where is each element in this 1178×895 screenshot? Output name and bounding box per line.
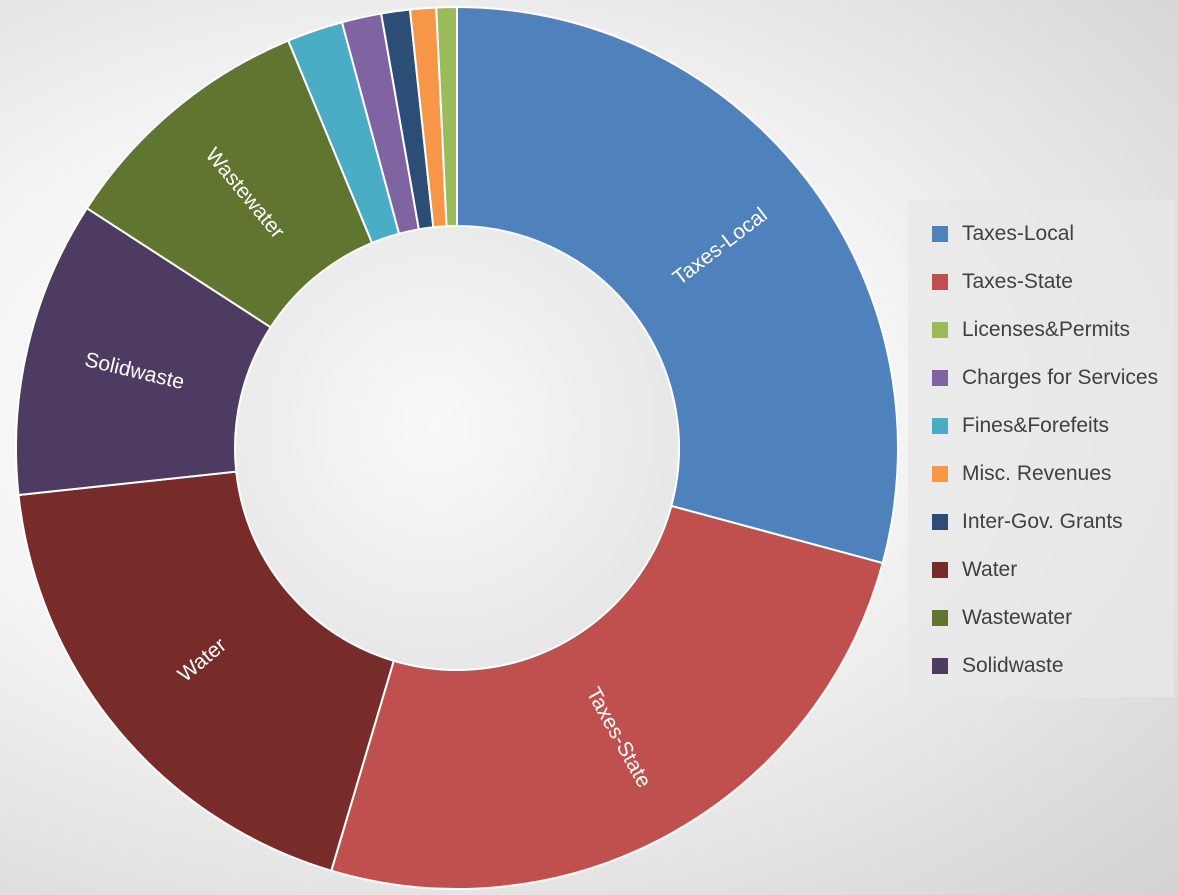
donut-slices	[15, 5, 899, 890]
legend-item-wastewater: Wastewater	[932, 594, 1174, 642]
legend-item-solidwaste: Solidwaste	[932, 642, 1174, 690]
legend-item-fines-forefeits: Fines&Forefeits	[932, 402, 1174, 450]
legend-label: Taxes-Local	[962, 222, 1075, 245]
legend-label: Water	[962, 558, 1018, 581]
legend-item-taxes-local: Taxes-Local	[932, 210, 1174, 258]
slice-taxes-state	[330, 504, 884, 890]
legend-label: Charges for Services	[962, 366, 1159, 389]
legend-swatch	[932, 514, 948, 530]
legend-swatch	[932, 562, 948, 578]
legend-item-misc-revenues: Misc. Revenues	[932, 450, 1174, 498]
legend-label: Licenses&Permits	[962, 318, 1131, 341]
legend-label: Inter-Gov. Grants	[962, 510, 1123, 533]
legend-swatch	[932, 322, 948, 338]
legend-swatch	[932, 274, 948, 290]
legend-label: Fines&Forefeits	[962, 414, 1110, 437]
legend-label: Misc. Revenues	[962, 462, 1112, 485]
legend-item-taxes-state: Taxes-State	[932, 258, 1174, 306]
slice-water	[17, 470, 395, 872]
slice-solidwaste	[15, 206, 273, 497]
legend-swatch	[932, 370, 948, 386]
legend-swatch	[932, 610, 948, 626]
slice-licenses-permits	[435, 5, 458, 228]
donut-hole	[236, 227, 678, 669]
legend-item-licenses-permits: Licenses&Permits	[932, 306, 1174, 354]
legend-swatch	[932, 466, 948, 482]
legend-swatch	[932, 418, 948, 434]
legend-label: Wastewater	[962, 606, 1073, 629]
slice-wastewater	[85, 39, 374, 329]
legend-label: Solidwaste	[962, 654, 1064, 677]
legend-swatch	[932, 658, 948, 674]
chart-legend: Taxes-Local Taxes-State Licenses&Permits Ch…	[908, 200, 1174, 697]
legend-label: Taxes-State	[962, 270, 1073, 293]
legend-item-water: Water	[932, 546, 1174, 594]
legend-swatch	[932, 226, 948, 242]
legend-item-inter-gov-grants: Inter-Gov. Grants	[932, 498, 1174, 546]
legend-item-charges-for-services: Charges for Services	[932, 354, 1174, 402]
slice-taxes-local	[456, 5, 899, 565]
